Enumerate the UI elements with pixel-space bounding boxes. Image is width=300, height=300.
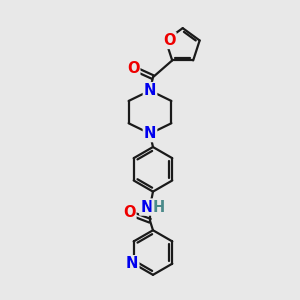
Text: O: O [163,33,176,48]
Text: N: N [140,200,153,214]
Text: O: O [123,205,135,220]
Text: N: N [144,83,156,98]
Text: N: N [126,256,138,271]
Text: N: N [144,126,156,141]
Text: H: H [152,200,164,214]
Text: O: O [127,61,139,76]
